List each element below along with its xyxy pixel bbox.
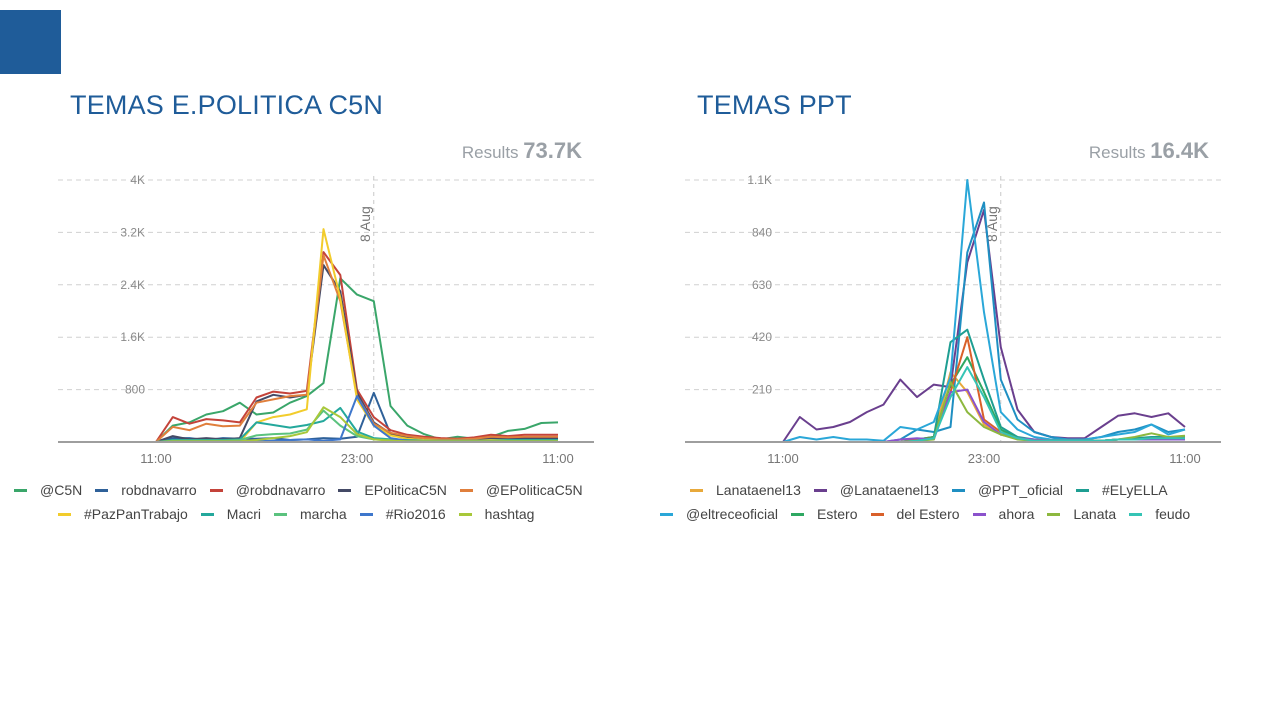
legend-item: #PazPanTrabajo (58, 506, 188, 522)
legend-label: #Rio2016 (385, 506, 446, 522)
series-line--epoliticac5n (155, 254, 558, 443)
results-value: 73.7K (523, 138, 582, 163)
line-chart-c5n: Results 73.7K 800 1.6K 2.4K 3.2K 4K 8 Aug 11:00… (58, 138, 594, 466)
legend-row: Lanataenel13 @Lanataenel13 @PPT_oficial #EL… (690, 482, 1181, 498)
date-marker-label: 8 Aug (357, 206, 373, 242)
x-tick-label: 11:00 (542, 451, 574, 466)
legend-label: #PazPanTrabajo (84, 506, 188, 522)
legend-item: marcha (274, 506, 347, 522)
legend-label: @EPoliticaC5N (485, 482, 583, 498)
legend-label: hashtag (484, 506, 535, 522)
legend-item: hashtag (458, 506, 535, 522)
y-tick-label: 420 (752, 330, 772, 344)
x-tick-label: 11:00 (140, 451, 172, 466)
legend-item: Estero (791, 506, 858, 522)
legend-swatch (200, 512, 214, 516)
legend-swatch (791, 512, 805, 516)
series-line--lanataenel13 (782, 208, 1186, 443)
legend-label: #ELyELLA (1101, 482, 1168, 498)
legend-swatch (58, 512, 71, 516)
y-tick-label: 4K (130, 173, 145, 187)
legend-item: @eltreceoficial (660, 506, 778, 522)
legend-label: @Lanataenel13 (839, 482, 939, 498)
legend-item: Lanataenel13 (690, 482, 801, 498)
legend-swatch (951, 488, 965, 492)
legend-swatch (95, 488, 109, 492)
y-tick-label: 800 (125, 383, 145, 397)
results-summary: Results 73.7K (462, 138, 582, 163)
chart-title-ppt: TEMAS PPT (697, 90, 852, 120)
y-tick-label: 1.6K (120, 330, 145, 344)
results-label: Results (462, 143, 523, 162)
series-line--pazpantrabajo (156, 228, 558, 443)
legend-item: ahora (972, 506, 1035, 522)
legend-label: @C5N (40, 482, 83, 498)
series-line--c5n (155, 277, 559, 443)
legend-swatch (338, 488, 352, 492)
chart-title-c5n: TEMAS E.POLITICA C5N (70, 90, 384, 120)
legend-swatch (972, 512, 986, 516)
legend-label: @eltreceoficial (686, 506, 779, 522)
legend-item: feudo (1129, 506, 1190, 522)
series-line--eltreceoficial (782, 179, 1186, 443)
legend-swatch (690, 488, 703, 492)
y-tick-label: 630 (752, 278, 772, 292)
legend-row: @C5N robdnavarro @robdnavarro EPoliticaC5N @… (14, 482, 596, 498)
x-tick-label: 23:00 (968, 451, 1001, 466)
results-value: 16.4K (1150, 138, 1209, 163)
series-line-estero (783, 356, 1185, 443)
legend-swatch (1047, 512, 1061, 516)
series-line-epoliticac5n (155, 264, 558, 443)
legend-label: ahora (998, 506, 1035, 522)
legend-item: @Lanataenel13 (813, 482, 939, 498)
x-tick-label: 11:00 (767, 451, 799, 466)
legend-item: Lanata (1047, 506, 1116, 522)
legend-label: @robdnavarro (235, 482, 326, 498)
y-tick-label: 2.4K (120, 278, 145, 292)
y-tick-label: 1.1K (747, 173, 772, 187)
legend-item: Macri (200, 506, 262, 522)
legend-swatch (1075, 488, 1089, 492)
legend-label: Estero (817, 506, 858, 522)
legend-label: Macri (226, 506, 262, 522)
legend-item: EPoliticaC5N (338, 482, 447, 498)
legend-swatch (359, 512, 373, 516)
legend-label: EPoliticaC5N (364, 482, 447, 498)
legend-item: #Rio2016 (359, 506, 446, 522)
legend-label: marcha (300, 506, 347, 522)
legend-swatch (209, 488, 223, 492)
legend-label: del Estero (896, 506, 960, 522)
legend-swatch (813, 488, 827, 492)
y-tick-label: 840 (752, 225, 772, 239)
legend-row: @eltreceoficial Estero del Estero ahora Lana… (660, 506, 1203, 522)
x-tick-label: 23:00 (341, 451, 374, 466)
legend-swatch (1129, 512, 1143, 516)
legend-swatch (274, 512, 288, 516)
legend-label: feudo (1155, 506, 1191, 522)
legend-swatch (870, 512, 884, 516)
y-tick-label: 3.2K (120, 225, 145, 239)
legend-swatch (459, 488, 473, 492)
corner-accent-block (0, 10, 61, 74)
legend-label: Lanata (1073, 506, 1117, 522)
legend-swatch (14, 488, 27, 492)
legend-item: @EPoliticaC5N (459, 482, 583, 498)
legend-swatch (660, 512, 673, 516)
legend-label: @PPT_oficial (977, 482, 1063, 498)
y-tick-label: 210 (752, 383, 772, 397)
x-tick-label: 11:00 (1169, 451, 1201, 466)
legend-label: robdnavarro (121, 482, 197, 498)
legend-swatch (458, 512, 472, 516)
legend-item: del Estero (870, 506, 960, 522)
legend-item: @PPT_oficial (951, 482, 1063, 498)
legend-row: #PazPanTrabajo Macri marcha #Rio2016 hashtag (58, 506, 547, 522)
results-label: Results (1089, 143, 1150, 162)
legend-item: robdnavarro (95, 482, 197, 498)
legend-item: @C5N (14, 482, 82, 498)
results-summary: Results 16.4K (1089, 138, 1209, 163)
legend-item: #ELyELLA (1075, 482, 1168, 498)
legend-label: Lanataenel13 (716, 482, 801, 498)
legend-item: @robdnavarro (209, 482, 326, 498)
